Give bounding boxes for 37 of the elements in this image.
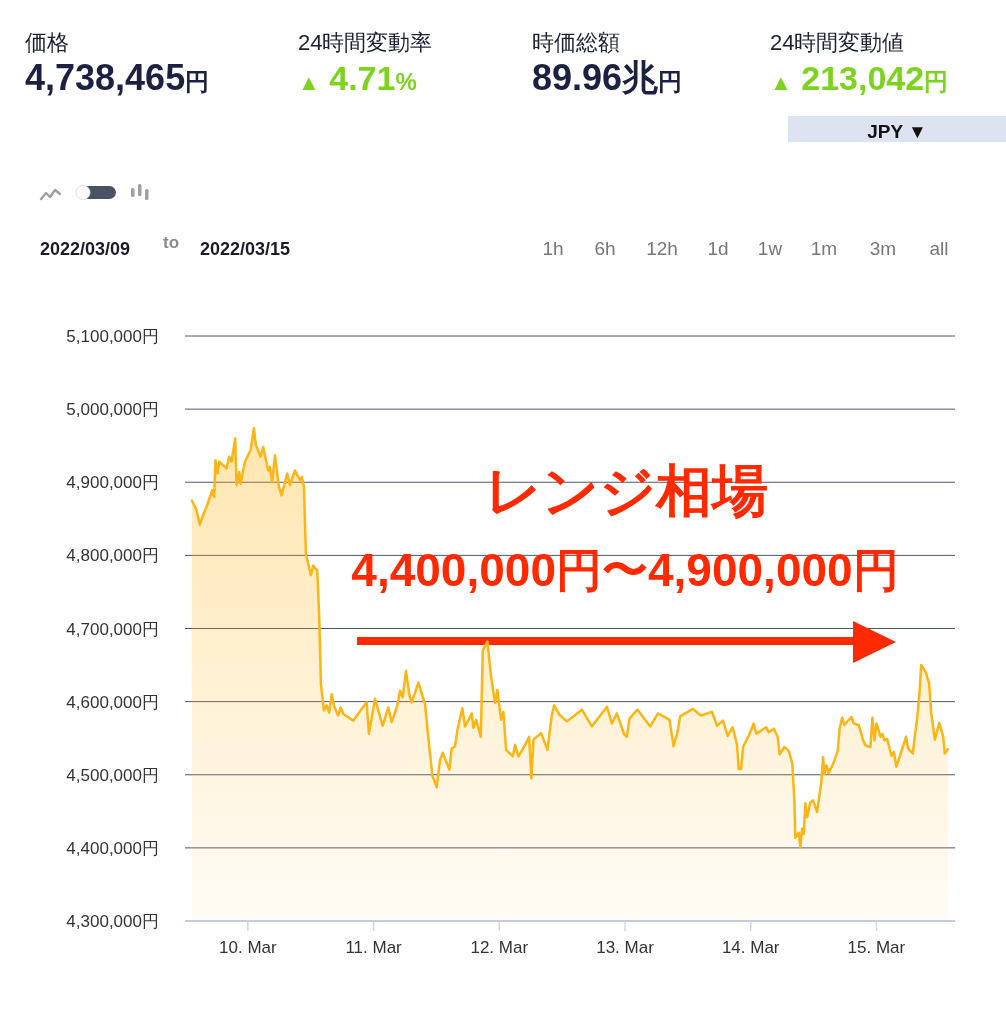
y-tick-label: 4,300,000円 [66,912,159,931]
x-tick-label: 15. Mar [847,938,906,957]
text: 89.96兆円 [532,57,683,98]
x-tick-label: 13. Mar [596,938,655,957]
text: JPY ▼ [867,121,927,142]
text: ▲ 4.71% [298,59,417,97]
text: 1m [810,238,838,259]
x-tick-label: 12. Mar [470,938,529,957]
text: 12h [646,238,678,259]
x-tick-label: 11. Mar [345,938,403,957]
y-tick-label: 4,500,000円 [66,765,159,785]
text: 24時間変動率 [298,30,433,55]
y-tick-label: 5,100,000円 [66,327,159,346]
y-tick-label: 4,600,000円 [66,692,159,712]
y-tick-label: 5,000,000円 [66,400,159,420]
text: to [163,233,180,252]
text: 2022/03/09 [40,239,131,259]
y-tick-label: 4,800,000円 [66,546,159,566]
text: all [929,238,949,259]
text: 時価総額 [532,30,620,55]
text: 24時間変動値 [770,30,905,55]
text: 4,738,465円 [25,57,210,98]
text: 2022/03/15 [200,239,291,259]
y-tick-label: 4,400,000円 [66,838,159,858]
text: ▲ 213,042円 [770,59,949,97]
text: 1h [542,238,564,259]
annotation: 4,400,000円〜4,900,000円 [351,544,899,596]
text: 3m [869,238,897,259]
text: 1w [757,238,783,259]
annotation: レンジ相場 [484,459,768,522]
y-tick-label: 4,900,000円 [66,473,159,493]
text: 6h [594,238,616,259]
text: 価格 [25,30,69,55]
y-tick-label: 4,700,000円 [66,619,159,639]
x-tick-label: 10. Mar [219,938,278,957]
x-tick-label: 14. Mar [721,938,780,957]
text: 1d [707,238,729,259]
